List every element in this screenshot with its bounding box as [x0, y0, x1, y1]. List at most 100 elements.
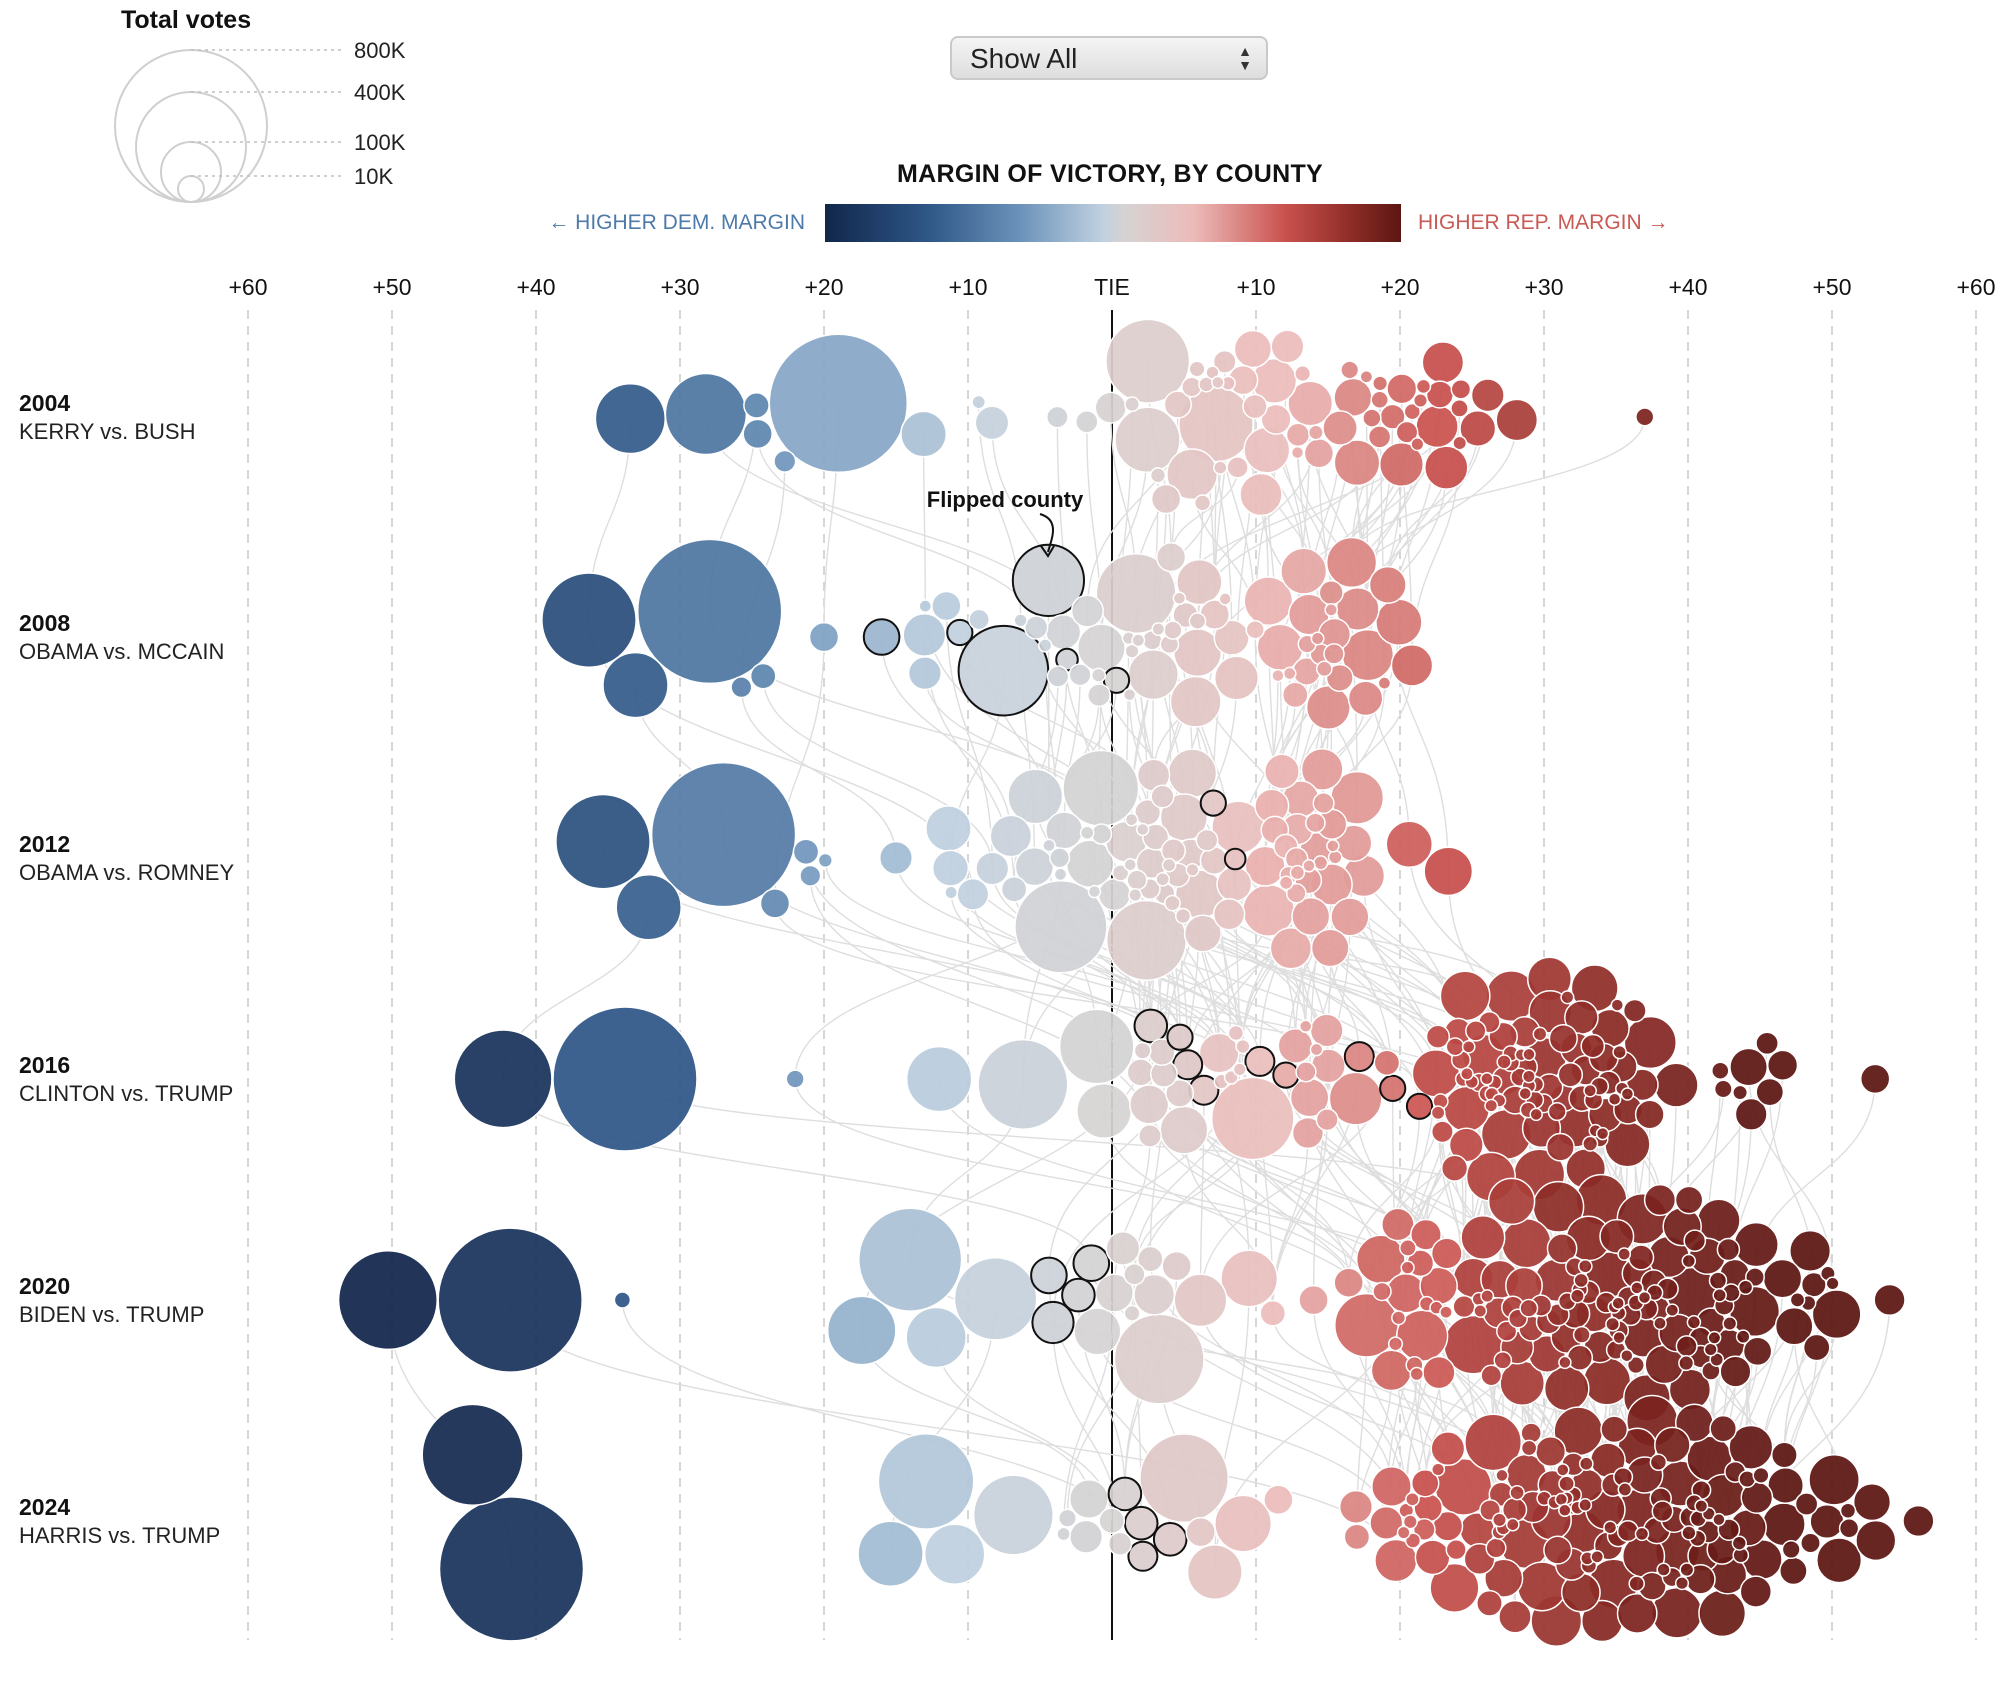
county-bubble[interactable]: [1429, 1562, 1480, 1613]
county-bubble[interactable]: [1161, 1250, 1192, 1282]
county-bubble[interactable]: [1372, 375, 1389, 392]
county-bubble[interactable]: [1566, 1344, 1594, 1371]
county-bubble[interactable]: [1037, 638, 1053, 653]
county-bubble[interactable]: [742, 418, 773, 450]
county-bubble[interactable]: [1271, 668, 1285, 683]
county-bubble[interactable]: [1023, 615, 1049, 640]
county-bubble[interactable]: [923, 1523, 986, 1585]
county-bubble[interactable]: [1789, 1292, 1806, 1308]
county-bubble[interactable]: [1694, 1499, 1709, 1514]
flipped-county-bubble[interactable]: [1272, 1061, 1300, 1089]
county-bubble[interactable]: [1213, 460, 1228, 475]
county-bubble[interactable]: [1315, 660, 1333, 678]
county-bubble[interactable]: [1452, 435, 1468, 451]
flipped-county-bubble[interactable]: [1405, 1092, 1434, 1120]
flipped-county-bubble[interactable]: [862, 618, 901, 656]
county-bubble[interactable]: [1310, 631, 1325, 646]
county-bubble[interactable]: [1484, 1558, 1524, 1598]
county-bubble[interactable]: [1649, 1453, 1668, 1472]
county-bubble[interactable]: [931, 590, 962, 622]
county-bubble[interactable]: [1128, 888, 1143, 903]
county-bubble[interactable]: [1000, 875, 1028, 903]
county-bubble[interactable]: [1347, 680, 1384, 717]
county-bubble[interactable]: [878, 840, 914, 875]
county-bubble[interactable]: [1165, 1078, 1195, 1108]
county-bubble[interactable]: [1622, 998, 1647, 1023]
county-bubble[interactable]: [1445, 1538, 1467, 1561]
county-bubble[interactable]: [1485, 1537, 1507, 1559]
county-bubble[interactable]: [438, 1496, 585, 1642]
county-bubble[interactable]: [1390, 644, 1434, 687]
county-bubble[interactable]: [1770, 1441, 1798, 1469]
county-bubble[interactable]: [730, 676, 753, 699]
county-bubble[interactable]: [1287, 380, 1334, 427]
county-bubble[interactable]: [1309, 1013, 1344, 1048]
county-bubble[interactable]: [1519, 1298, 1539, 1318]
county-bubble[interactable]: [1838, 1518, 1860, 1539]
county-bubble[interactable]: [1315, 1108, 1339, 1132]
county-bubble[interactable]: [1450, 378, 1472, 400]
county-bubble[interactable]: [1139, 1433, 1230, 1524]
county-bubble[interactable]: [1260, 403, 1292, 435]
county-bubble[interactable]: [1105, 1230, 1141, 1266]
flipped-county-bubble[interactable]: [1127, 1540, 1159, 1572]
county-bubble[interactable]: [1312, 792, 1335, 815]
county-bubble[interactable]: [1643, 1183, 1677, 1217]
county-bubble[interactable]: [1520, 1439, 1538, 1457]
county-bubble[interactable]: [1300, 747, 1344, 791]
county-bubble[interactable]: [1766, 1049, 1799, 1081]
county-bubble[interactable]: [1126, 869, 1148, 891]
county-bubble[interactable]: [1369, 1505, 1404, 1540]
county-bubble[interactable]: [1046, 405, 1069, 429]
county-bubble[interactable]: [1259, 1299, 1287, 1327]
county-bubble[interactable]: [900, 410, 948, 458]
county-bubble[interactable]: [1628, 1575, 1645, 1592]
county-bubble[interactable]: [785, 1069, 805, 1089]
county-bubble[interactable]: [1556, 1463, 1570, 1477]
county-bubble[interactable]: [1371, 1466, 1412, 1507]
county-bubble[interactable]: [594, 382, 666, 455]
county-bubble[interactable]: [1291, 1116, 1325, 1150]
county-bubble[interactable]: [1212, 898, 1246, 931]
county-bubble[interactable]: [1396, 1525, 1411, 1540]
county-bubble[interactable]: [1381, 1207, 1415, 1242]
county-bubble[interactable]: [925, 805, 972, 852]
county-bubble[interactable]: [1107, 1531, 1133, 1556]
county-bubble[interactable]: [1285, 422, 1311, 448]
county-bubble[interactable]: [1578, 1498, 1593, 1512]
county-bubble[interactable]: [1459, 409, 1497, 448]
county-bubble[interactable]: [1014, 846, 1055, 887]
county-bubble[interactable]: [1367, 425, 1392, 449]
county-bubble[interactable]: [1630, 1281, 1644, 1295]
county-bubble[interactable]: [1543, 1535, 1573, 1565]
county-bubble[interactable]: [1172, 591, 1187, 606]
county-bubble[interactable]: [1395, 420, 1419, 444]
county-bubble[interactable]: [749, 662, 777, 690]
county-bubble[interactable]: [857, 1520, 924, 1587]
county-bubble[interactable]: [1068, 1478, 1110, 1520]
county-bubble[interactable]: [1163, 620, 1183, 640]
county-bubble[interactable]: [1762, 1258, 1803, 1299]
county-bubble[interactable]: [1755, 1077, 1785, 1107]
county-bubble[interactable]: [1450, 399, 1469, 418]
county-bubble[interactable]: [1111, 864, 1130, 882]
county-bubble[interactable]: [1370, 390, 1389, 410]
county-bubble[interactable]: [1595, 1126, 1610, 1141]
county-bubble[interactable]: [1558, 1503, 1572, 1518]
county-bubble[interactable]: [1307, 424, 1324, 441]
county-bubble[interactable]: [1289, 864, 1306, 881]
county-bubble[interactable]: [1338, 1489, 1374, 1524]
county-bubble[interactable]: [1610, 998, 1625, 1012]
county-bubble[interactable]: [1683, 1229, 1707, 1253]
county-bubble[interactable]: [1781, 1539, 1801, 1560]
county-bubble[interactable]: [1855, 1519, 1897, 1562]
county-bubble[interactable]: [1487, 1177, 1536, 1226]
county-bubble[interactable]: [1245, 619, 1265, 640]
county-bubble[interactable]: [1263, 1484, 1294, 1516]
county-bubble[interactable]: [1656, 1562, 1671, 1577]
county-bubble[interactable]: [1825, 1276, 1840, 1291]
county-bubble[interactable]: [1150, 784, 1175, 809]
county-bubble[interactable]: [1410, 1468, 1440, 1498]
county-bubble[interactable]: [1703, 1342, 1718, 1357]
county-bubble[interactable]: [1226, 456, 1249, 479]
